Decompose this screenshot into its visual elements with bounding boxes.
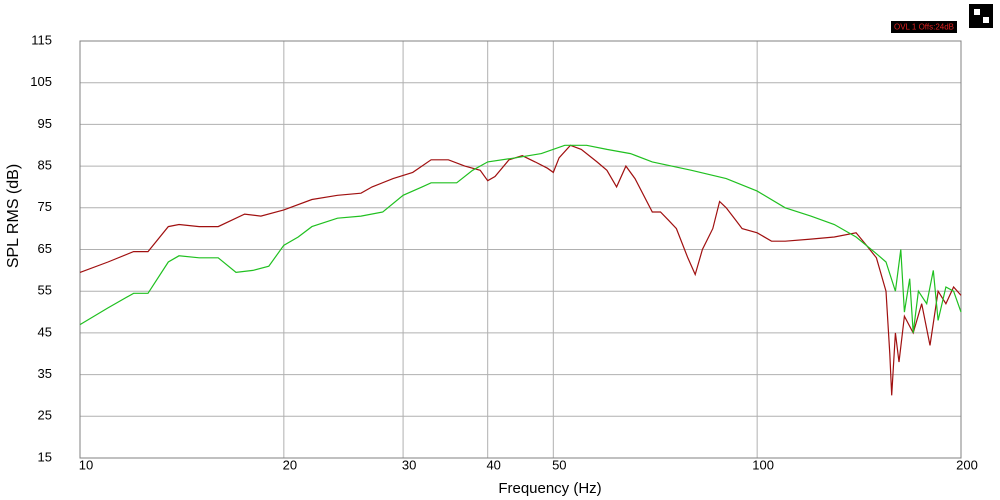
annotation-box — [891, 21, 957, 33]
y-axis-label: SPL RMS (dB) — [5, 164, 22, 268]
y-tick-label: 75 — [38, 199, 52, 214]
y-tick-label: 105 — [30, 74, 52, 89]
x-tick-label: 10 — [79, 457, 93, 472]
y-tick-label: 85 — [38, 158, 52, 173]
x-tick-label: 30 — [402, 457, 416, 472]
x-tick-label: 20 — [283, 457, 297, 472]
y-tick-label: 35 — [38, 366, 52, 381]
plot-frame — [79, 40, 962, 459]
logo-icon-part — [983, 17, 989, 23]
logo-icon — [969, 4, 993, 28]
x-tick-label: 200 — [956, 457, 978, 472]
y-tick-label: 115 — [31, 32, 52, 47]
series-line — [79, 144, 962, 396]
x-tick-label: 40 — [486, 457, 500, 472]
y-tick-label: 95 — [38, 116, 52, 131]
x-tick-label: 100 — [752, 457, 774, 472]
y-tick-label: 25 — [38, 408, 52, 423]
series-line — [79, 144, 962, 333]
x-axis-label: Frequency (Hz) — [498, 480, 601, 497]
x-tick-label: 50 — [552, 457, 566, 472]
y-tick-label: 15 — [38, 449, 52, 464]
annotation: OVL 1 Offs:24dB — [894, 23, 954, 32]
y-tick-label: 45 — [38, 324, 52, 339]
y-tick-label: 55 — [38, 283, 52, 298]
y-tick-label: 65 — [38, 241, 52, 256]
logo-icon-part — [974, 9, 980, 15]
